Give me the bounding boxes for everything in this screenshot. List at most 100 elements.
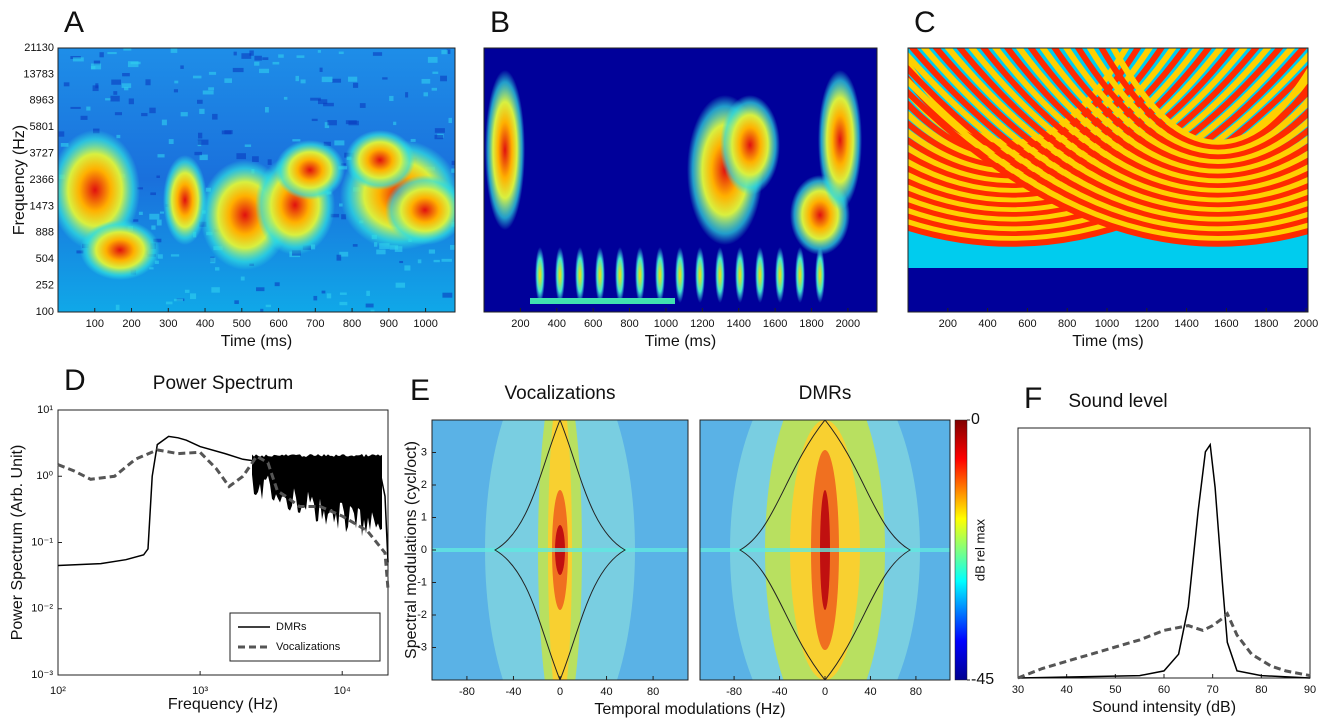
ripple: [968, 48, 1308, 204]
noise: [365, 303, 374, 308]
x-tick-label: 800: [1058, 318, 1076, 330]
noise: [58, 131, 65, 137]
noise: [170, 254, 180, 257]
noise: [107, 52, 117, 55]
noise: [441, 258, 452, 262]
plot-frame: [483, 47, 878, 313]
legend-label: Vocalizations: [276, 641, 341, 653]
pulse: [695, 247, 705, 303]
panel-letter: F: [1024, 382, 1042, 415]
noise: [197, 99, 203, 104]
noise: [327, 120, 337, 126]
plot-image: [908, 48, 1308, 312]
noise: [197, 139, 209, 145]
noise: [149, 107, 156, 114]
noise: [441, 50, 448, 55]
x-tick-label: 1200: [1135, 318, 1159, 330]
x-tick-label: 800: [620, 318, 638, 330]
x-tick-label: 1600: [763, 318, 787, 330]
ripple: [920, 48, 1308, 223]
noise: [202, 90, 214, 95]
noise: [433, 259, 440, 263]
noise: [115, 304, 120, 311]
x-tick-label: 70: [1207, 684, 1219, 696]
plot-image: [484, 48, 877, 312]
panel-letter: E: [410, 374, 430, 407]
noise: [274, 282, 280, 287]
noise: [428, 249, 436, 254]
noise: [278, 54, 284, 58]
x-tick-label: -80: [459, 686, 475, 698]
y-axis-label: Spectral modulations (cycl/oct): [403, 441, 420, 659]
noise: [272, 61, 280, 65]
noise: [339, 301, 348, 306]
noise: [321, 290, 326, 294]
noise: [434, 128, 445, 133]
panel-letter: B: [490, 6, 510, 39]
colorbar: [954, 419, 968, 681]
noise: [151, 225, 156, 230]
noise: [404, 265, 411, 271]
x-tick-label: 700: [306, 318, 324, 330]
x-tick-label: 1000: [413, 318, 437, 330]
ripple: [1110, 48, 1308, 146]
noise: [224, 78, 233, 83]
noise: [300, 79, 306, 84]
pulse: [675, 247, 685, 303]
x-tick-label: 10²: [50, 685, 66, 697]
x-tick-label: 600: [269, 318, 287, 330]
mod-axis-band: [700, 548, 950, 552]
x-tick-label: -80: [726, 686, 742, 698]
noise: [442, 292, 453, 298]
noise: [421, 78, 431, 84]
noise: [244, 144, 252, 147]
noise: [359, 103, 366, 108]
y-tick-label: 10⁰: [36, 470, 53, 482]
pulse: [815, 247, 825, 303]
x-tick-label: 400: [978, 318, 996, 330]
noise: [80, 115, 88, 120]
noise: [339, 203, 343, 207]
noise: [157, 254, 163, 259]
noise: [236, 153, 246, 160]
noise: [372, 52, 383, 56]
noise: [211, 287, 220, 293]
legend-label: DMRs: [276, 621, 307, 633]
pulse: [735, 247, 745, 303]
noise: [138, 211, 143, 215]
noise: [154, 260, 159, 264]
x-tick-label: 40: [1061, 684, 1073, 696]
ripple: [1063, 48, 1308, 165]
contour: [738, 420, 912, 680]
pulse: [535, 247, 545, 303]
pulse: [635, 247, 645, 303]
noise: [123, 48, 132, 51]
noise: [292, 139, 301, 142]
x-tick-label: 2000: [836, 318, 860, 330]
ripple: [908, 48, 1224, 185]
x-tick-label: 200: [939, 318, 957, 330]
noise: [446, 49, 451, 54]
vocal-energy: [163, 155, 207, 245]
y-tick-label: 504: [36, 253, 54, 265]
dmr-noise-band: [252, 454, 382, 537]
noise: [410, 138, 416, 142]
noise: [319, 67, 323, 72]
noise: [156, 175, 160, 178]
pulse: [555, 247, 565, 303]
ripple: [1027, 48, 1308, 180]
noise: [122, 73, 130, 77]
noise: [249, 50, 254, 56]
y-tick-label: 10¹: [37, 404, 53, 416]
noise: [389, 95, 394, 102]
ripple: [908, 48, 1308, 228]
noise: [370, 309, 375, 312]
ripple: [932, 48, 1308, 218]
noise: [157, 154, 165, 158]
noise: [339, 292, 347, 295]
noise: [91, 63, 102, 70]
noise: [114, 112, 122, 116]
noise: [194, 151, 202, 156]
noise: [405, 92, 409, 98]
noise: [173, 298, 184, 302]
